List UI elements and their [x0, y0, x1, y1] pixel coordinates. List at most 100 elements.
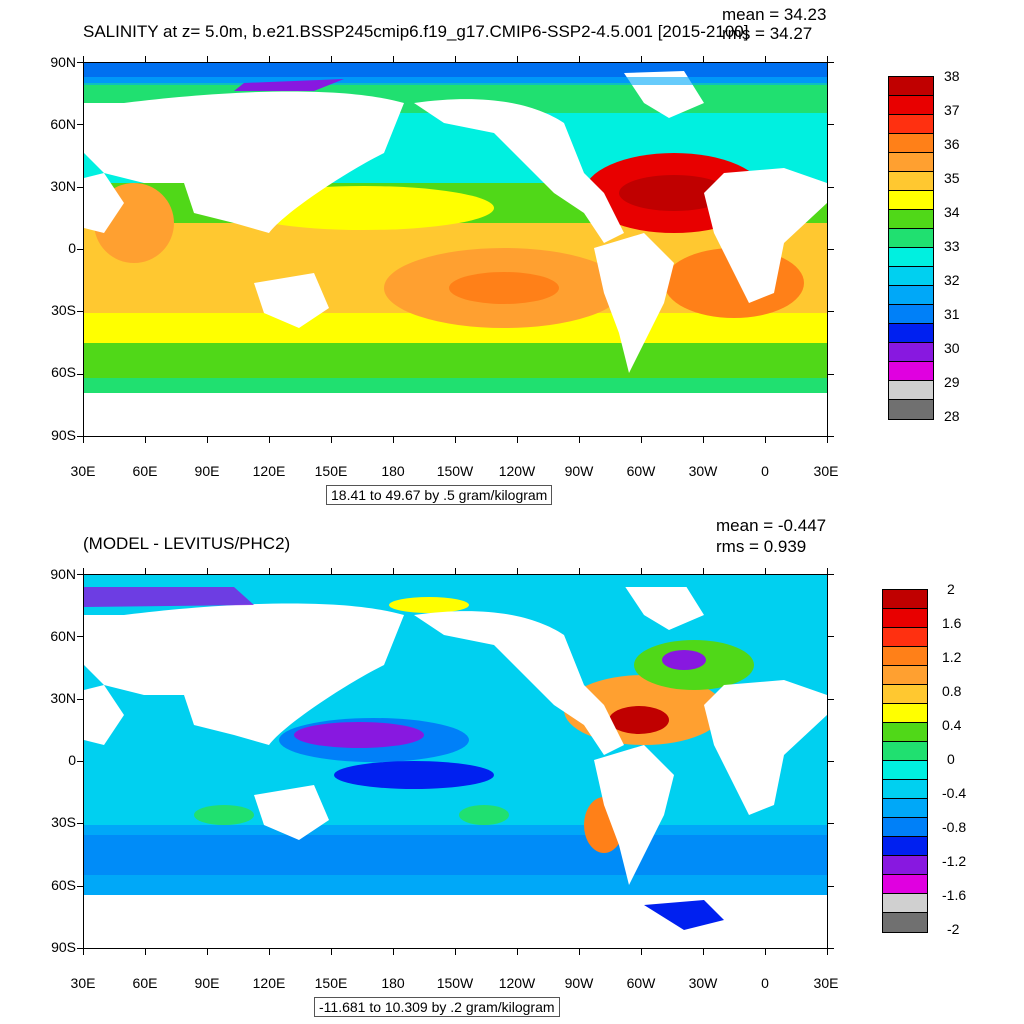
axis-tick [828, 574, 834, 575]
axis-tick [207, 949, 208, 955]
axis-tick [827, 437, 828, 443]
axis-tick [77, 62, 83, 63]
top-colorbar-label: 33 [944, 238, 960, 254]
colorbar-segment [883, 799, 927, 818]
axis-tick [579, 56, 580, 62]
axis-tick [77, 636, 83, 637]
bottom-lat-label: 60S [51, 877, 76, 893]
axis-tick [828, 374, 834, 375]
bottom-lat-label: 30N [50, 690, 76, 706]
axis-tick [77, 761, 83, 762]
bottom-lon-label: 150W [436, 975, 474, 991]
top-lat-label: 90N [50, 54, 76, 70]
bottom-lat-label: 30S [51, 814, 76, 830]
bottom-lon-label: 60E [132, 975, 158, 991]
top-colorbar [888, 76, 934, 420]
axis-tick [77, 374, 83, 375]
top-lon-label: 0 [761, 463, 769, 479]
colorbar-segment [883, 685, 927, 704]
axis-tick [703, 568, 704, 574]
bottom-mean: mean = -0.447 [716, 516, 827, 535]
bottom-contour-info: -11.681 to 10.309 by .2 gram/kilogram [314, 997, 560, 1017]
bottom-colorbar-label: -0.4 [942, 785, 967, 801]
colorbar-segment [889, 115, 933, 134]
bottom-lat-label: 90S [51, 939, 76, 955]
bottom-lon-label: 150E [314, 975, 348, 991]
axis-tick [765, 437, 766, 443]
top-colorbar-label: 32 [944, 272, 960, 288]
axis-tick [331, 437, 332, 443]
colorbar-segment [883, 666, 927, 685]
axis-tick [207, 568, 208, 574]
top-lat-label: 0 [68, 240, 76, 256]
colorbar-segment [889, 305, 933, 324]
axis-tick [517, 56, 518, 62]
top-lon-label: 90W [564, 463, 594, 479]
colorbar-segment [883, 647, 927, 666]
axis-tick [269, 56, 270, 62]
colorbar-segment [889, 172, 933, 191]
axis-tick [828, 823, 834, 824]
axis-tick [517, 437, 518, 443]
top-lat-label: 60S [51, 364, 76, 380]
colorbar-segment [889, 343, 933, 362]
axis-tick [77, 124, 83, 125]
bottom-colorbar-label: 2 [947, 581, 955, 597]
colorbar-segment [889, 400, 933, 419]
top-colorbar-label: 29 [944, 374, 960, 390]
bottom-colorbar-label: 1.2 [942, 649, 962, 665]
axis-tick [77, 436, 83, 437]
colorbar-segment [889, 153, 933, 172]
axis-tick [145, 949, 146, 955]
axis-tick [77, 699, 83, 700]
top-lat-label: 30S [51, 302, 76, 318]
top-colorbar-label: 38 [944, 68, 960, 84]
axis-tick [455, 56, 456, 62]
axis-tick [145, 568, 146, 574]
top-lon-label: 60W [626, 463, 656, 479]
top-lon-label: 30E [813, 463, 839, 479]
axis-tick [828, 636, 834, 637]
bottom-lat-label: 90N [50, 566, 76, 582]
top-lon-label: 30E [70, 463, 96, 479]
axis-tick [827, 568, 828, 574]
difference-map [83, 574, 828, 949]
bottom-rms: rms = 0.939 [716, 537, 807, 556]
top-colorbar-label: 36 [944, 136, 960, 152]
colorbar-segment [883, 894, 927, 913]
bottom-lon-label: 120E [252, 975, 286, 991]
axis-tick [77, 249, 83, 250]
axis-tick [77, 886, 83, 887]
salinity-map [83, 62, 828, 437]
axis-tick [827, 56, 828, 62]
axis-tick [828, 62, 834, 63]
bottom-colorbar [882, 589, 928, 933]
axis-tick [331, 56, 332, 62]
top-colorbar-label: 30 [944, 340, 960, 356]
top-title: SALINITY at z= 5.0m, b.e21.BSSP245cmip6.… [83, 22, 749, 41]
axis-tick [579, 949, 580, 955]
bottom-colorbar-label: -1.6 [942, 887, 967, 903]
axis-tick [828, 886, 834, 887]
bottom-lon-label: 0 [761, 975, 769, 991]
bottom-colorbar-label: 1.6 [942, 615, 962, 631]
colorbar-segment [889, 96, 933, 115]
axis-tick [145, 437, 146, 443]
bottom-colorbar-label: 0.4 [942, 717, 962, 733]
bottom-lat-label: 60N [50, 628, 76, 644]
axis-tick [703, 949, 704, 955]
axis-tick [765, 56, 766, 62]
axis-tick [828, 761, 834, 762]
top-colorbar-label: 34 [944, 204, 960, 220]
colorbar-segment [883, 742, 927, 761]
axis-tick [77, 823, 83, 824]
axis-tick [455, 437, 456, 443]
axis-tick [77, 948, 83, 949]
colorbar-segment [889, 210, 933, 229]
top-colorbar-label: 35 [944, 170, 960, 186]
axis-tick [828, 311, 834, 312]
axis-tick [828, 187, 834, 188]
top-lon-label: 30W [688, 463, 718, 479]
axis-tick [455, 568, 456, 574]
colorbar-segment [889, 229, 933, 248]
